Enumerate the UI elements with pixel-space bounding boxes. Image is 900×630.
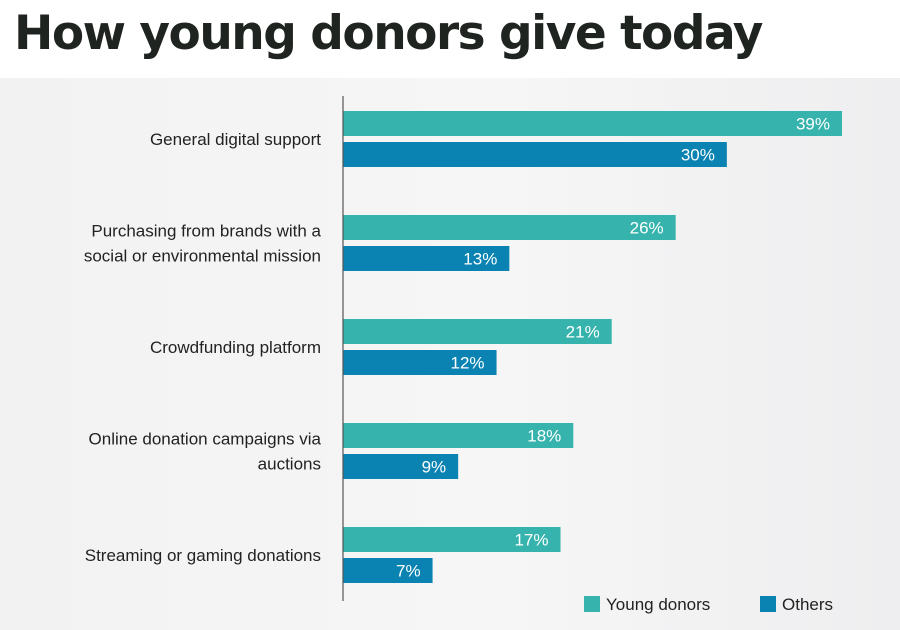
bar-young-donors-1 — [343, 215, 676, 240]
chart-title: How young donors give today — [14, 6, 763, 61]
bar-others-0 — [343, 142, 727, 167]
category-label-3-line-1: auctions — [258, 455, 321, 474]
value-label-young-donors-0: 39% — [796, 115, 830, 134]
bar-young-donors-4 — [343, 527, 561, 552]
value-label-young-donors-4: 17% — [514, 531, 548, 550]
value-label-others-4: 7% — [396, 562, 421, 581]
bar-young-donors-0 — [343, 111, 842, 136]
category-label-1-line-1: social or environmental mission — [84, 247, 321, 266]
bar-young-donors-3 — [343, 423, 574, 448]
category-label-3-line-0: Online donation campaigns via — [89, 430, 322, 449]
value-label-others-0: 30% — [681, 146, 715, 165]
category-labels-group: General digital support Purchasing from b… — [84, 130, 322, 565]
bar-young-donors-2 — [343, 319, 612, 344]
legend-label-young-donors: Young donors — [606, 595, 710, 614]
bar-others-4 — [343, 558, 433, 583]
bar-others-3 — [343, 454, 459, 479]
bars-group: 39% 30% 26% 13% 21% 12% 18% 9% 17% 7% — [343, 111, 842, 583]
value-label-young-donors-3: 18% — [527, 427, 561, 446]
legend-swatch-others — [760, 596, 776, 612]
value-label-others-3: 9% — [422, 458, 447, 477]
category-label-2: Crowdfunding platform — [150, 338, 321, 357]
category-label-4: Streaming or gaming donations — [85, 546, 321, 565]
value-label-others-1: 13% — [463, 250, 497, 269]
category-label-0: General digital support — [150, 130, 321, 149]
value-label-others-2: 12% — [451, 354, 485, 373]
bar-others-1 — [343, 246, 510, 271]
category-label-1-line-0: Purchasing from brands with a — [91, 222, 321, 241]
value-label-young-donors-1: 26% — [630, 219, 664, 238]
legend-swatch-young-donors — [584, 596, 600, 612]
legend: Young donors Others — [584, 595, 833, 614]
bar-others-2 — [343, 350, 497, 375]
value-label-young-donors-2: 21% — [566, 323, 600, 342]
legend-label-others: Others — [782, 595, 833, 614]
